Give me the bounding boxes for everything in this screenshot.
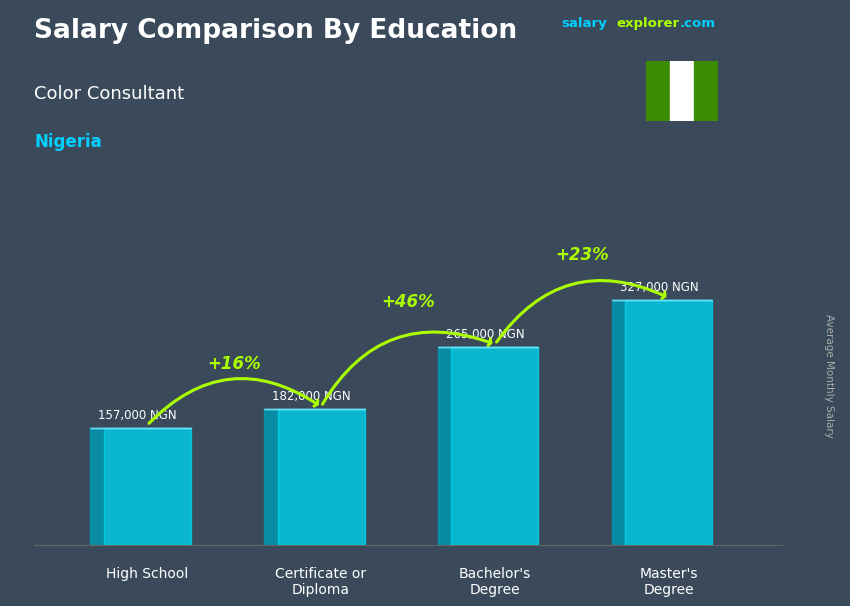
Text: 182,000 NGN: 182,000 NGN [272,390,351,403]
Polygon shape [264,409,278,545]
Text: 265,000 NGN: 265,000 NGN [446,328,525,341]
Bar [451,347,538,545]
Text: +16%: +16% [207,355,261,373]
Text: +46%: +46% [381,293,435,310]
Text: salary: salary [561,17,607,30]
Text: +23%: +23% [555,246,609,264]
Bar [104,428,190,545]
Text: .com: .com [680,17,716,30]
Bar [646,61,670,121]
Text: Average Monthly Salary: Average Monthly Salary [824,314,834,438]
Polygon shape [89,428,104,545]
Polygon shape [611,300,626,545]
Text: explorer: explorer [616,17,679,30]
Bar [694,61,718,121]
Bar [278,409,365,545]
Bar [626,300,712,545]
Text: Nigeria: Nigeria [34,133,102,152]
Text: 157,000 NGN: 157,000 NGN [99,408,177,422]
Polygon shape [438,347,451,545]
Text: Salary Comparison By Education: Salary Comparison By Education [34,18,517,44]
Text: Color Consultant: Color Consultant [34,85,184,103]
Text: 327,000 NGN: 327,000 NGN [620,281,699,294]
Bar [670,61,694,121]
